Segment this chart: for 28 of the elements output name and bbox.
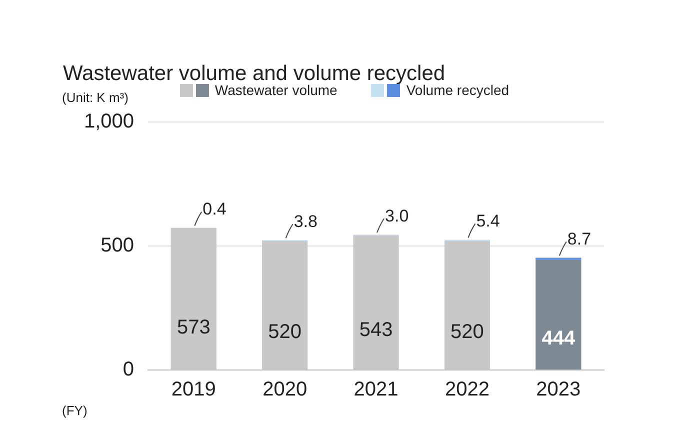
x-tick-label: 2020 <box>262 378 308 401</box>
y-tick-label: 500 <box>100 234 134 257</box>
data-label: 520 <box>450 321 484 344</box>
x-axis-title: (FY) <box>62 403 88 418</box>
y-axis-title: (Unit: K m³) <box>62 90 128 105</box>
x-tick-label: 2023 <box>536 378 581 401</box>
data-label: 8.7 <box>567 229 592 248</box>
data-label: 0.4 <box>202 199 226 218</box>
bar <box>536 260 582 370</box>
x-tick-label: 2022 <box>444 378 490 401</box>
bar <box>170 228 216 370</box>
data-label: 573 <box>176 316 210 338</box>
chart-title: Wastewater volume and volume recycled <box>63 62 446 85</box>
data-label: 5.4 <box>476 211 500 230</box>
data-label: 3.8 <box>294 212 318 231</box>
x-tick-label: 2019 <box>171 378 216 401</box>
data-label: 520 <box>268 321 302 344</box>
x-tick-label: 2021 <box>354 378 398 401</box>
y-tick-label: 0 <box>122 358 134 381</box>
data-label: 3.0 <box>385 206 409 226</box>
data-label: 543 <box>359 319 393 342</box>
y-tick-label: 1,000 <box>84 110 134 133</box>
bar <box>262 241 308 370</box>
legend-label: Wastewater volume <box>214 82 338 98</box>
bar <box>353 235 399 370</box>
data-label: 444 <box>542 328 576 350</box>
legend-label: Volume recycled <box>406 82 510 98</box>
bar <box>444 241 490 370</box>
